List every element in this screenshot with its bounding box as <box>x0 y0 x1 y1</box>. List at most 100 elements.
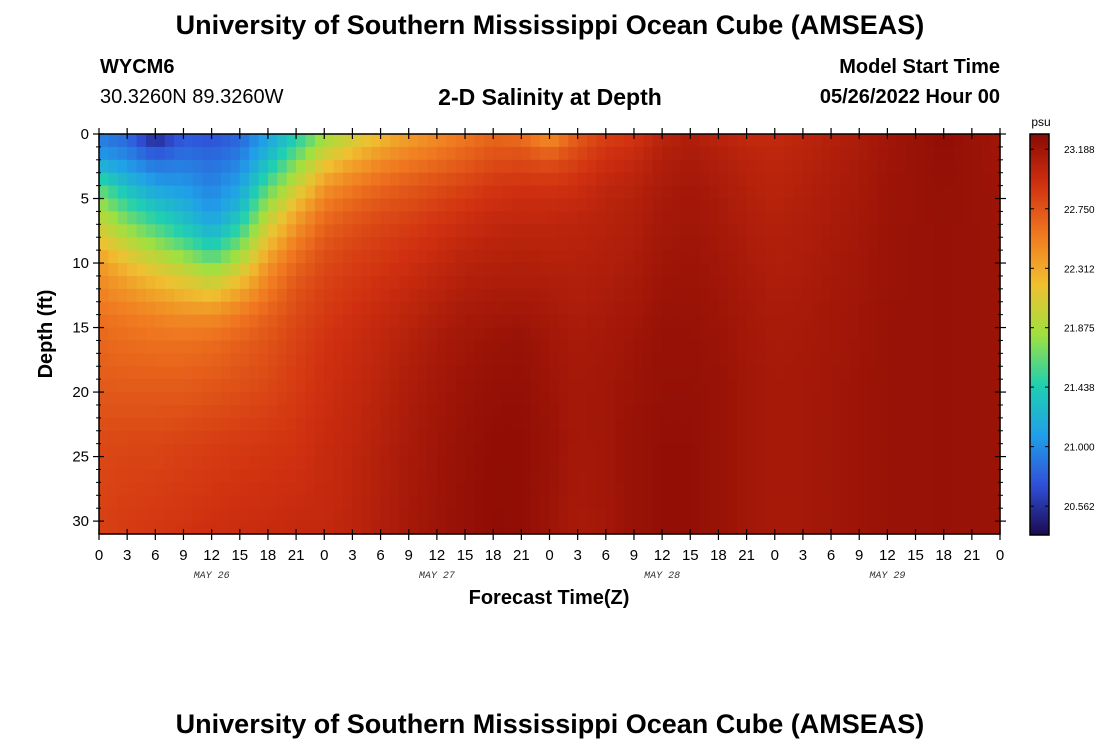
heatmap-cell <box>314 340 325 354</box>
heatmap-cell <box>511 327 522 342</box>
heatmap-cell <box>680 366 691 380</box>
heatmap-cell <box>765 134 776 148</box>
heatmap-cell <box>821 211 832 225</box>
heatmap-cell <box>540 211 551 225</box>
heatmap-cell <box>765 508 776 522</box>
heatmap-cell <box>662 237 673 251</box>
heatmap-cell <box>558 340 569 354</box>
heatmap-cell <box>737 237 748 251</box>
heatmap-cell <box>324 134 335 148</box>
heatmap-cell <box>277 314 288 329</box>
heatmap-cell <box>568 469 579 483</box>
heatmap-cell <box>718 508 729 522</box>
heatmap-cell <box>953 404 964 419</box>
heatmap-cell <box>802 521 813 535</box>
heatmap-cell <box>108 237 119 251</box>
heatmap-cell <box>746 314 757 329</box>
heatmap-cell <box>127 314 138 329</box>
heatmap-cell <box>709 314 720 329</box>
heatmap-cell <box>343 146 354 161</box>
heatmap-cell <box>558 392 569 406</box>
heatmap-cell <box>389 211 400 225</box>
heatmap-cell <box>765 456 776 471</box>
heatmap-cell <box>605 288 616 303</box>
heatmap-cell <box>361 275 372 290</box>
heatmap-cell <box>249 185 260 200</box>
heatmap-cell <box>765 417 776 432</box>
heatmap-cell <box>277 263 288 277</box>
heatmap-cell <box>812 340 823 354</box>
heatmap-cell <box>774 508 785 522</box>
x-tick-label: 18 <box>935 547 952 564</box>
heatmap-cell <box>183 327 194 342</box>
heatmap-cell <box>793 521 804 535</box>
heatmap-cell <box>427 288 438 303</box>
heatmap-cell <box>333 379 344 393</box>
heatmap-cell <box>389 301 400 316</box>
heatmap-cell <box>455 263 466 277</box>
heatmap-cell <box>962 521 973 535</box>
heatmap-cell <box>877 159 888 174</box>
heatmap-cell <box>906 495 917 509</box>
heatmap-cell <box>389 263 400 277</box>
heatmap-cell <box>286 237 297 251</box>
heatmap-cell <box>887 353 898 367</box>
heatmap-cell <box>286 250 297 264</box>
heatmap-cell <box>127 430 138 445</box>
heatmap-cell <box>699 224 710 238</box>
heatmap-cell <box>343 430 354 445</box>
heatmap-cell <box>662 508 673 522</box>
heatmap-cell <box>718 185 729 200</box>
heatmap-cell <box>633 353 644 367</box>
heatmap-cell <box>877 469 888 483</box>
heatmap-cell <box>924 275 935 290</box>
heatmap-cell <box>483 237 494 251</box>
heatmap-cell <box>765 211 776 225</box>
heatmap-cell <box>840 508 851 522</box>
heatmap-cell <box>333 172 344 187</box>
heatmap-cell <box>662 366 673 380</box>
heatmap-cell <box>136 146 147 161</box>
heatmap-cell <box>802 353 813 367</box>
heatmap-cell <box>267 366 278 380</box>
heatmap-cell <box>427 443 438 458</box>
heatmap-cell <box>971 353 982 367</box>
heatmap-cell <box>605 301 616 316</box>
x-tick-label: 6 <box>827 547 835 564</box>
heatmap-cell <box>643 340 654 354</box>
heatmap-cell <box>990 172 1001 187</box>
heatmap-cell <box>99 417 109 432</box>
heatmap-cell <box>831 521 842 535</box>
heatmap-cell <box>643 314 654 329</box>
heatmap-cell <box>108 146 119 161</box>
heatmap-cell <box>784 430 795 445</box>
heatmap-cell <box>202 340 213 354</box>
heatmap-cell <box>906 521 917 535</box>
heatmap-cell <box>558 521 569 535</box>
heatmap-cell <box>793 392 804 406</box>
heatmap-cell <box>502 172 513 187</box>
heatmap-cell <box>896 456 907 471</box>
heatmap-cell <box>915 185 926 200</box>
heatmap-cell <box>361 327 372 342</box>
heatmap-cell <box>605 430 616 445</box>
heatmap-cell <box>436 327 447 342</box>
heatmap-cell <box>924 263 935 277</box>
heatmap-cell <box>314 430 325 445</box>
heatmap-cell <box>221 172 231 187</box>
heatmap-cell <box>108 469 119 483</box>
heatmap-cell <box>577 392 588 406</box>
heatmap-cell <box>605 134 616 148</box>
heatmap-cell <box>361 404 372 419</box>
heatmap-cell <box>821 417 832 432</box>
heatmap-cell <box>530 482 541 496</box>
heatmap-cell <box>343 224 354 238</box>
heatmap-cell <box>934 263 945 277</box>
heatmap-cell <box>727 185 738 200</box>
heatmap-cell <box>192 159 203 174</box>
heatmap-cell <box>333 198 344 213</box>
heatmap-cell <box>455 508 466 522</box>
heatmap-cell <box>277 430 288 445</box>
heatmap-cell <box>624 327 635 342</box>
heatmap-cell <box>493 340 504 354</box>
